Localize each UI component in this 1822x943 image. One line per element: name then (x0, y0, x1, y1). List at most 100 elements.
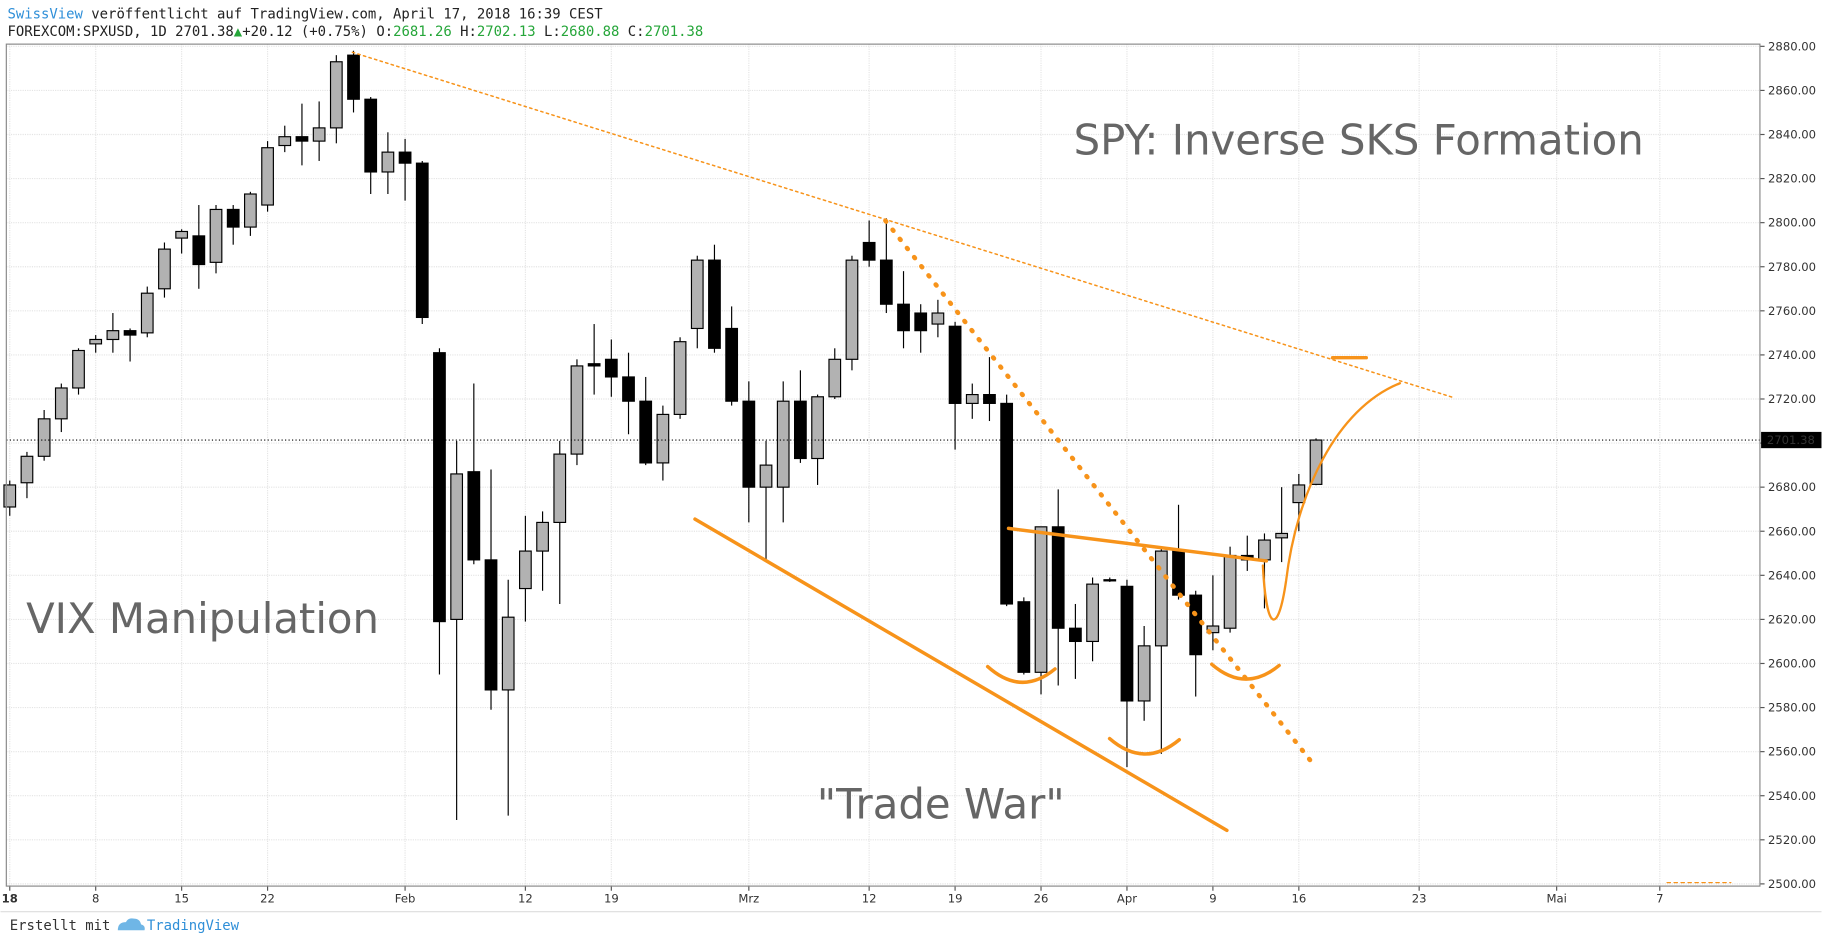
author[interactable]: SwissView (7, 7, 83, 23)
x-tick-label: 9 (1209, 891, 1216, 905)
candle-body (364, 98, 378, 173)
candle-body (1086, 583, 1099, 643)
y-tick-label: 2600.00 (1768, 657, 1816, 671)
candle-body (467, 471, 481, 561)
h-value: 2702.13 (477, 24, 536, 40)
y-tick-label: 2640.00 (1768, 568, 1816, 582)
drawings (351, 51, 1732, 884)
candle-body (673, 341, 687, 415)
x-tick-label: 12 (862, 891, 877, 905)
candle-body (209, 208, 223, 263)
candle-body (1137, 645, 1151, 702)
candle-body (931, 312, 945, 325)
candle-body (1034, 526, 1048, 673)
y-tick-label: 2720.00 (1768, 392, 1816, 406)
head-arc (1107, 736, 1182, 756)
x-tick-label: 19 (604, 891, 619, 905)
candle-body (192, 235, 206, 266)
candle-body (175, 230, 189, 239)
o-value: 2681.26 (393, 24, 452, 40)
axes: 2500.00 2520.00 2540.00 2560.00 2580.00 2600.… (2, 39, 1822, 905)
candle-body (484, 559, 498, 691)
symbol: FOREXCOM:SPXUSD, 1D (7, 24, 166, 40)
x-tick-label: 19 (948, 891, 963, 905)
candle-body (811, 396, 824, 460)
candle-body (519, 550, 532, 590)
candle-body (622, 376, 635, 402)
candle-body (381, 151, 395, 173)
candle-body (587, 363, 601, 367)
x-tick-label: Mai (1546, 891, 1566, 905)
candle-body (1206, 625, 1220, 634)
candle-body (261, 147, 274, 206)
candle-body (1000, 402, 1014, 605)
brand[interactable]: TradingView (147, 918, 240, 934)
plot-frame (5, 43, 1761, 887)
y-tick-label: 2520.00 (1768, 833, 1816, 847)
candle-body (1069, 627, 1082, 643)
candle-body (1154, 550, 1168, 647)
symbol-line: FOREXCOM:SPXUSD, 1D 2701.38▲+20.12 (+0.7… (7, 24, 703, 40)
candle-body (89, 338, 103, 345)
y-tick-label: 2780.00 (1768, 260, 1816, 274)
y-tick-label: 2760.00 (1768, 304, 1816, 318)
candle-body (828, 358, 842, 398)
candle-body (450, 473, 464, 620)
candle-body (776, 400, 790, 488)
l-value: 2680.88 (561, 24, 620, 40)
x-tick-label: 8 (92, 891, 99, 905)
projection-curve (1261, 382, 1402, 621)
candle-body (3, 484, 17, 508)
neckline (1006, 526, 1269, 563)
candle-body (20, 455, 34, 484)
o-label: O: (376, 24, 393, 40)
y-tick-label: 2680.00 (1768, 480, 1816, 494)
candle-body (1275, 532, 1289, 539)
candle-body (1292, 484, 1306, 504)
y-tick-label: 2840.00 (1768, 128, 1816, 142)
candle-body (278, 136, 292, 147)
candle-body (501, 616, 515, 691)
candle-body (140, 292, 154, 334)
candle-body (312, 127, 326, 142)
c-value: 2701.38 (645, 24, 704, 40)
published: veröffentlicht auf TradingView.com, Apri… (91, 7, 603, 23)
candle-body (433, 352, 446, 623)
candle-body (72, 349, 85, 389)
candle-body (759, 464, 773, 488)
candle-body (1120, 585, 1134, 702)
trendline (693, 517, 1229, 833)
candle-body (54, 387, 68, 420)
publish-line: SwissView veröffentlicht auf TradingView… (7, 7, 603, 23)
candle-body (983, 394, 996, 404)
x-tick-label: Mrz (738, 891, 759, 905)
y-tick-label: 2820.00 (1768, 172, 1816, 186)
candle-body (604, 358, 618, 378)
candle-body (398, 151, 412, 164)
candle-body (639, 400, 653, 464)
candle-body (1258, 539, 1271, 561)
made-with: Erstellt mit (10, 918, 111, 934)
annotation: "Trade War" (817, 780, 1065, 829)
annotation: VIX Manipulation (26, 594, 379, 643)
candle-body (106, 330, 120, 341)
x-tick-label: 23 (1412, 891, 1427, 905)
c-label: C: (628, 24, 645, 40)
y-tick-label: 2560.00 (1768, 745, 1816, 759)
candles (3, 50, 1760, 820)
brand-logo (117, 918, 145, 931)
y-tick-label: 2880.00 (1768, 39, 1816, 53)
last-price-box (1761, 431, 1822, 449)
change: +20.12 (+0.75%) (242, 24, 368, 40)
x-tick-label: Feb (395, 891, 416, 905)
y-tick-label: 2800.00 (1768, 216, 1816, 230)
candle-body (656, 413, 670, 464)
x-tick-label: 18 (2, 891, 18, 905)
shoulder-arc (1210, 662, 1281, 681)
last-price-label: 2701.38 (1767, 433, 1815, 447)
y-tick-label: 2620.00 (1768, 612, 1816, 626)
h-label: H: (460, 24, 477, 40)
annotation: SPY: Inverse SKS Formation (1074, 115, 1644, 164)
